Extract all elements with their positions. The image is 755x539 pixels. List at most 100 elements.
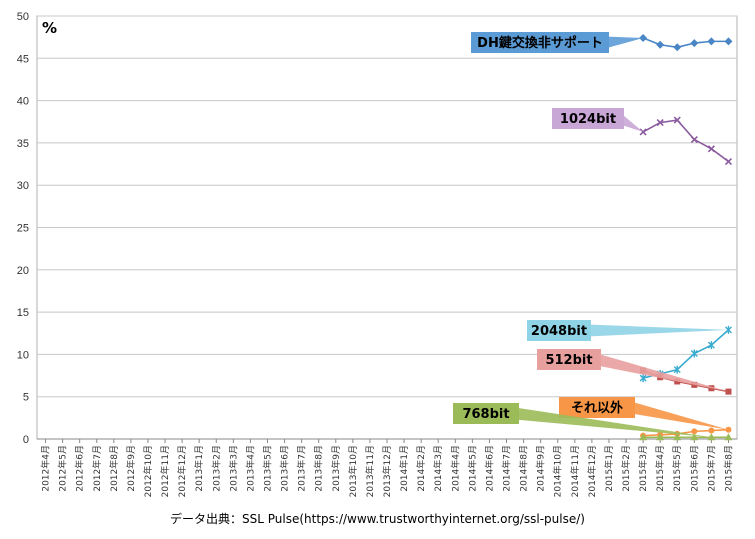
x-tick-label: 2015年6月 [688, 445, 700, 492]
data-point [724, 157, 733, 166]
x-tick-label: 2013年7月 [296, 445, 308, 492]
x-tick-label: 2013年11月 [364, 445, 376, 497]
x-tick-label: 2013年12月 [381, 445, 393, 497]
x-tick-label: 2012年9月 [125, 445, 137, 492]
y-tick-label: 5 [23, 392, 29, 404]
data-point [724, 433, 733, 441]
x-tick-label: 2014年2月 [415, 445, 427, 492]
data-point [691, 381, 698, 388]
x-tick-label: 2013年9月 [330, 445, 342, 492]
x-tick-label: 2014年8月 [518, 445, 530, 492]
series-label-2: 2048bit [527, 320, 729, 341]
label-pointer [597, 353, 729, 392]
data-point [690, 349, 698, 358]
data-point [639, 374, 647, 383]
label-text: 768bit [462, 407, 509, 422]
label-box [552, 108, 624, 129]
x-tick-label: 2013年3月 [227, 445, 239, 492]
x-tick-label: 2012年11月 [159, 445, 171, 497]
series-0 [639, 33, 733, 52]
series-label-4: それ以外 [559, 397, 729, 430]
data-point [708, 427, 715, 434]
x-axis-ticks: 2012年4月 2012年5月 2012年6月 2012年7月 2012年8月 2012年… [40, 445, 735, 497]
x-tick-label: 2014年1月 [398, 445, 410, 492]
series-5 [639, 433, 733, 441]
label-pointer [587, 324, 729, 337]
x-tick-label: 2013年4月 [244, 445, 256, 492]
y-axis-ticks: 0 5 10 15 20 25 30 35 40 45 50 [17, 11, 29, 446]
label-text: 1024bit [560, 112, 616, 127]
data-point [656, 40, 665, 49]
label-box [471, 32, 609, 53]
label-box [537, 349, 601, 370]
x-tick-label: 2014年10月 [552, 445, 564, 497]
series-labels: DH鍵交換非サポート 1024bit 2048bit 512bit それ以外 768bit [453, 32, 729, 438]
x-tick-label: 2012年5月 [57, 445, 69, 492]
y-tick-label: 0 [23, 434, 29, 446]
data-point [690, 39, 699, 48]
y-tick-label: 30 [17, 180, 29, 192]
y-tick-label: 45 [17, 53, 29, 65]
x-tick-label: 2014年12月 [586, 445, 598, 497]
label-box [527, 320, 591, 341]
x-tick-label: 2014年5月 [466, 445, 478, 492]
y-tick-label: 35 [17, 138, 29, 150]
x-tick-label: 2012年6月 [74, 445, 86, 492]
label-box [453, 403, 519, 424]
series-label-3: 512bit [537, 349, 729, 392]
data-point [691, 428, 698, 435]
x-tick-label: 2012年8月 [108, 445, 120, 492]
label-pointer [605, 36, 644, 49]
data-point [639, 433, 648, 441]
y-tick-label: 50 [17, 11, 29, 23]
y-tick-label: 20 [17, 265, 29, 277]
x-tick-label: 2015年8月 [722, 445, 734, 492]
x-tick-label: 2013年8月 [313, 445, 325, 492]
series-label-0: DH鍵交換非サポート [471, 32, 644, 53]
x-tick-label: 2014年9月 [535, 445, 547, 492]
x-tick-label: 2014年11月 [569, 445, 581, 497]
series-label-1: 1024bit [552, 108, 644, 132]
data-point [673, 116, 681, 124]
chart-grid [36, 15, 738, 443]
label-pointer [631, 401, 729, 430]
label-text: それ以外 [571, 400, 623, 416]
data-point [707, 37, 716, 46]
x-tick-label: 2012年4月 [40, 445, 52, 492]
data-point [674, 378, 681, 385]
y-tick-label: 15 [17, 307, 29, 319]
series-1 [639, 116, 733, 166]
x-tick-label: 2015年3月 [637, 445, 649, 492]
data-point [673, 433, 682, 441]
data-point [673, 365, 681, 374]
label-box [559, 397, 635, 418]
series-label-5: 768bit [453, 403, 712, 438]
data-point [690, 135, 698, 144]
label-text: 512bit [545, 353, 592, 368]
y-tick-label: 25 [17, 223, 29, 235]
x-tick-label: 2014年4月 [449, 445, 461, 492]
x-tick-label: 2012年7月 [91, 445, 103, 492]
data-source-note: データ出典：SSL Pulse(https://www.trustworthyi… [170, 512, 585, 526]
series-line [642, 37, 729, 49]
data-point [673, 43, 682, 52]
data-point [656, 119, 664, 127]
series-line [642, 119, 729, 163]
x-tick-label: 2014年3月 [432, 445, 444, 492]
data-point [690, 433, 699, 441]
x-tick-label: 2013年1月 [193, 445, 205, 492]
x-tick-label: 2012年10月 [142, 445, 154, 497]
x-tick-label: 2015年7月 [705, 445, 717, 492]
x-tick-label: 2013年6月 [279, 445, 291, 492]
data-point [708, 385, 715, 392]
label-pointer [620, 112, 644, 132]
x-tick-label: 2014年6月 [483, 445, 495, 492]
x-tick-label: 2015年1月 [603, 445, 615, 492]
label-pointer [515, 407, 712, 438]
data-point [724, 37, 733, 46]
x-tick-label: 2014年7月 [501, 445, 513, 492]
data-point [707, 341, 715, 350]
x-tick-label: 2012年12月 [176, 445, 188, 497]
label-text: DH鍵交換非サポート [477, 35, 603, 51]
